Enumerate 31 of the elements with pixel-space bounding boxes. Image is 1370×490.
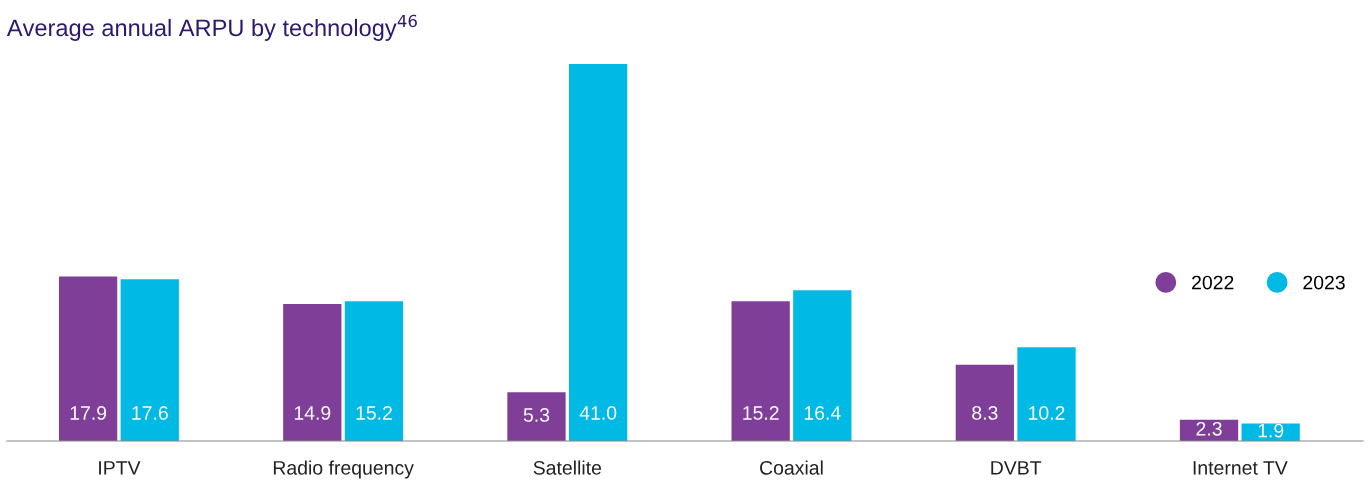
data-label: 41.0 bbox=[579, 406, 617, 420]
data-label: 14.9 bbox=[294, 406, 331, 420]
bar bbox=[283, 304, 342, 441]
bar bbox=[58, 276, 118, 441]
data-label: 10.2 bbox=[1029, 406, 1065, 420]
bar bbox=[120, 279, 179, 441]
bar bbox=[793, 290, 852, 441]
data-label: 8.3 bbox=[972, 406, 998, 420]
data-label: 15.2 bbox=[356, 406, 392, 420]
bar bbox=[344, 301, 404, 441]
data-label: 15.2 bbox=[743, 406, 779, 420]
x-tick-label: Coaxial bbox=[760, 460, 823, 475]
bar bbox=[955, 364, 1014, 441]
x-tick-label: Radio frequency bbox=[273, 460, 414, 479]
data-label: 1.9 bbox=[1258, 423, 1284, 438]
bar bbox=[1017, 347, 1076, 441]
data-label: 2.3 bbox=[1196, 421, 1222, 436]
data-label: 5.3 bbox=[523, 408, 550, 422]
data-label: 17.9 bbox=[70, 406, 107, 420]
bar bbox=[507, 392, 566, 441]
legend-label: 2022 bbox=[1192, 275, 1234, 290]
bar bbox=[731, 301, 790, 441]
x-tick-label: IPTV bbox=[99, 461, 141, 475]
x-tick-label: DVBT bbox=[991, 461, 1042, 475]
x-tick-label: Internet TV bbox=[1193, 461, 1288, 475]
bar bbox=[568, 64, 628, 441]
x-tick-label: Satellite bbox=[533, 460, 602, 475]
data-label: 16.4 bbox=[804, 406, 841, 420]
chart-title: Average annual ARPU by technology$^{46}$ bbox=[6, 14, 417, 41]
data-label: 17.6 bbox=[132, 406, 168, 420]
legend-label: 2023 bbox=[1303, 275, 1345, 290]
